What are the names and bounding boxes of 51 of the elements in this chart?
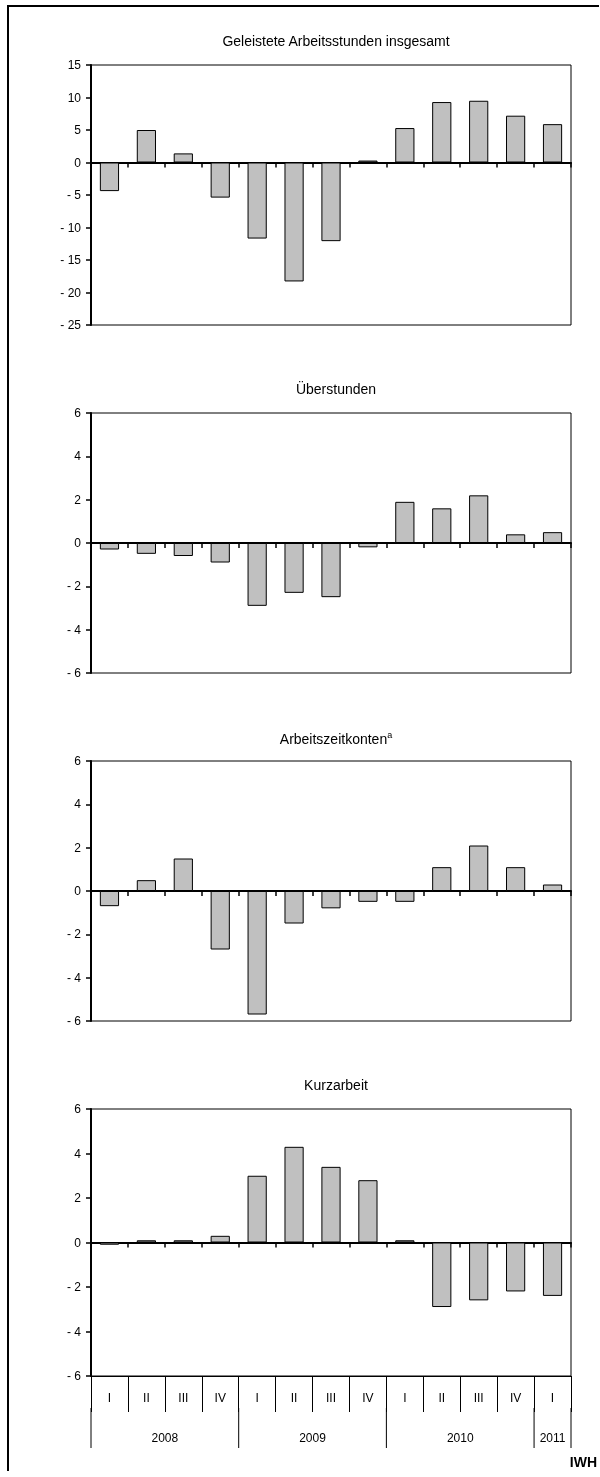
y-tick-label: 2 — [74, 840, 82, 855]
y-tick-label: 6 — [74, 754, 82, 768]
x-tick-label: II — [438, 1391, 446, 1405]
y-tick-label: 10 — [67, 90, 82, 105]
y-tick-label: - 6 — [66, 1014, 82, 1028]
y-tick-label: - 4 — [66, 970, 82, 985]
chart-title: Geleistete Arbeitsstunden insgesamt — [222, 33, 450, 49]
y-tick-label: 5 — [74, 123, 82, 137]
y-tick-label: 0 — [74, 1235, 82, 1250]
text: 2011 — [539, 1431, 566, 1445]
y-tick-label: 2 — [74, 1191, 82, 1205]
x-tick-label: IV — [509, 1391, 522, 1405]
text: 2008 — [151, 1431, 179, 1445]
chart-title: Überstunden — [295, 380, 377, 397]
x-tick-label: I — [403, 1391, 407, 1405]
y-tick-label: 0 — [74, 536, 82, 550]
x-tick-label: IV — [362, 1391, 374, 1405]
y-tick-label: 6 — [74, 1102, 82, 1116]
y-tick-label: - 20 — [60, 285, 82, 300]
y-tick-label: - 5 — [66, 188, 82, 202]
y-tick-label: - 6 — [66, 666, 82, 680]
y-tick-label: - 6 — [66, 1369, 82, 1383]
y-tick-label: 4 — [74, 1146, 82, 1161]
y-tick-label: - 4 — [66, 1324, 82, 1339]
y-tick-label: - 15 — [60, 253, 82, 267]
x-tick-label: III — [473, 1391, 484, 1405]
y-tick-label: - 2 — [66, 579, 82, 594]
y-tick-label: 4 — [74, 449, 82, 464]
text: 2009 — [299, 1431, 327, 1445]
y-tick-label: 2 — [74, 492, 82, 507]
y-tick-label: - 25 — [60, 318, 82, 332]
x-tick-label: I — [550, 1391, 555, 1405]
y-tick-label: - 2 — [66, 927, 82, 942]
chart-title: Kurzarbeit — [304, 1077, 369, 1093]
x-tick-label: I — [107, 1391, 112, 1405]
x-tick-label: II — [290, 1391, 298, 1405]
x-tick-label: I — [255, 1391, 259, 1405]
y-tick-label: 0 — [74, 155, 82, 170]
y-tick-label: 6 — [74, 406, 82, 420]
x-tick-label: IV — [214, 1391, 226, 1405]
x-tick-label: III — [325, 1391, 337, 1405]
y-tick-label: - 4 — [66, 622, 82, 637]
y-tick-label: 4 — [74, 797, 82, 812]
y-tick-label: 15 — [67, 58, 82, 72]
y-tick-label: 0 — [74, 884, 82, 898]
x-tick-label: III — [178, 1391, 189, 1405]
text: IWH — [569, 1454, 597, 1470]
x-tick-label: II — [143, 1391, 150, 1405]
y-tick-label: - 10 — [60, 220, 82, 235]
y-tick-label: - 2 — [66, 1280, 82, 1294]
text: 2010 — [446, 1431, 474, 1445]
